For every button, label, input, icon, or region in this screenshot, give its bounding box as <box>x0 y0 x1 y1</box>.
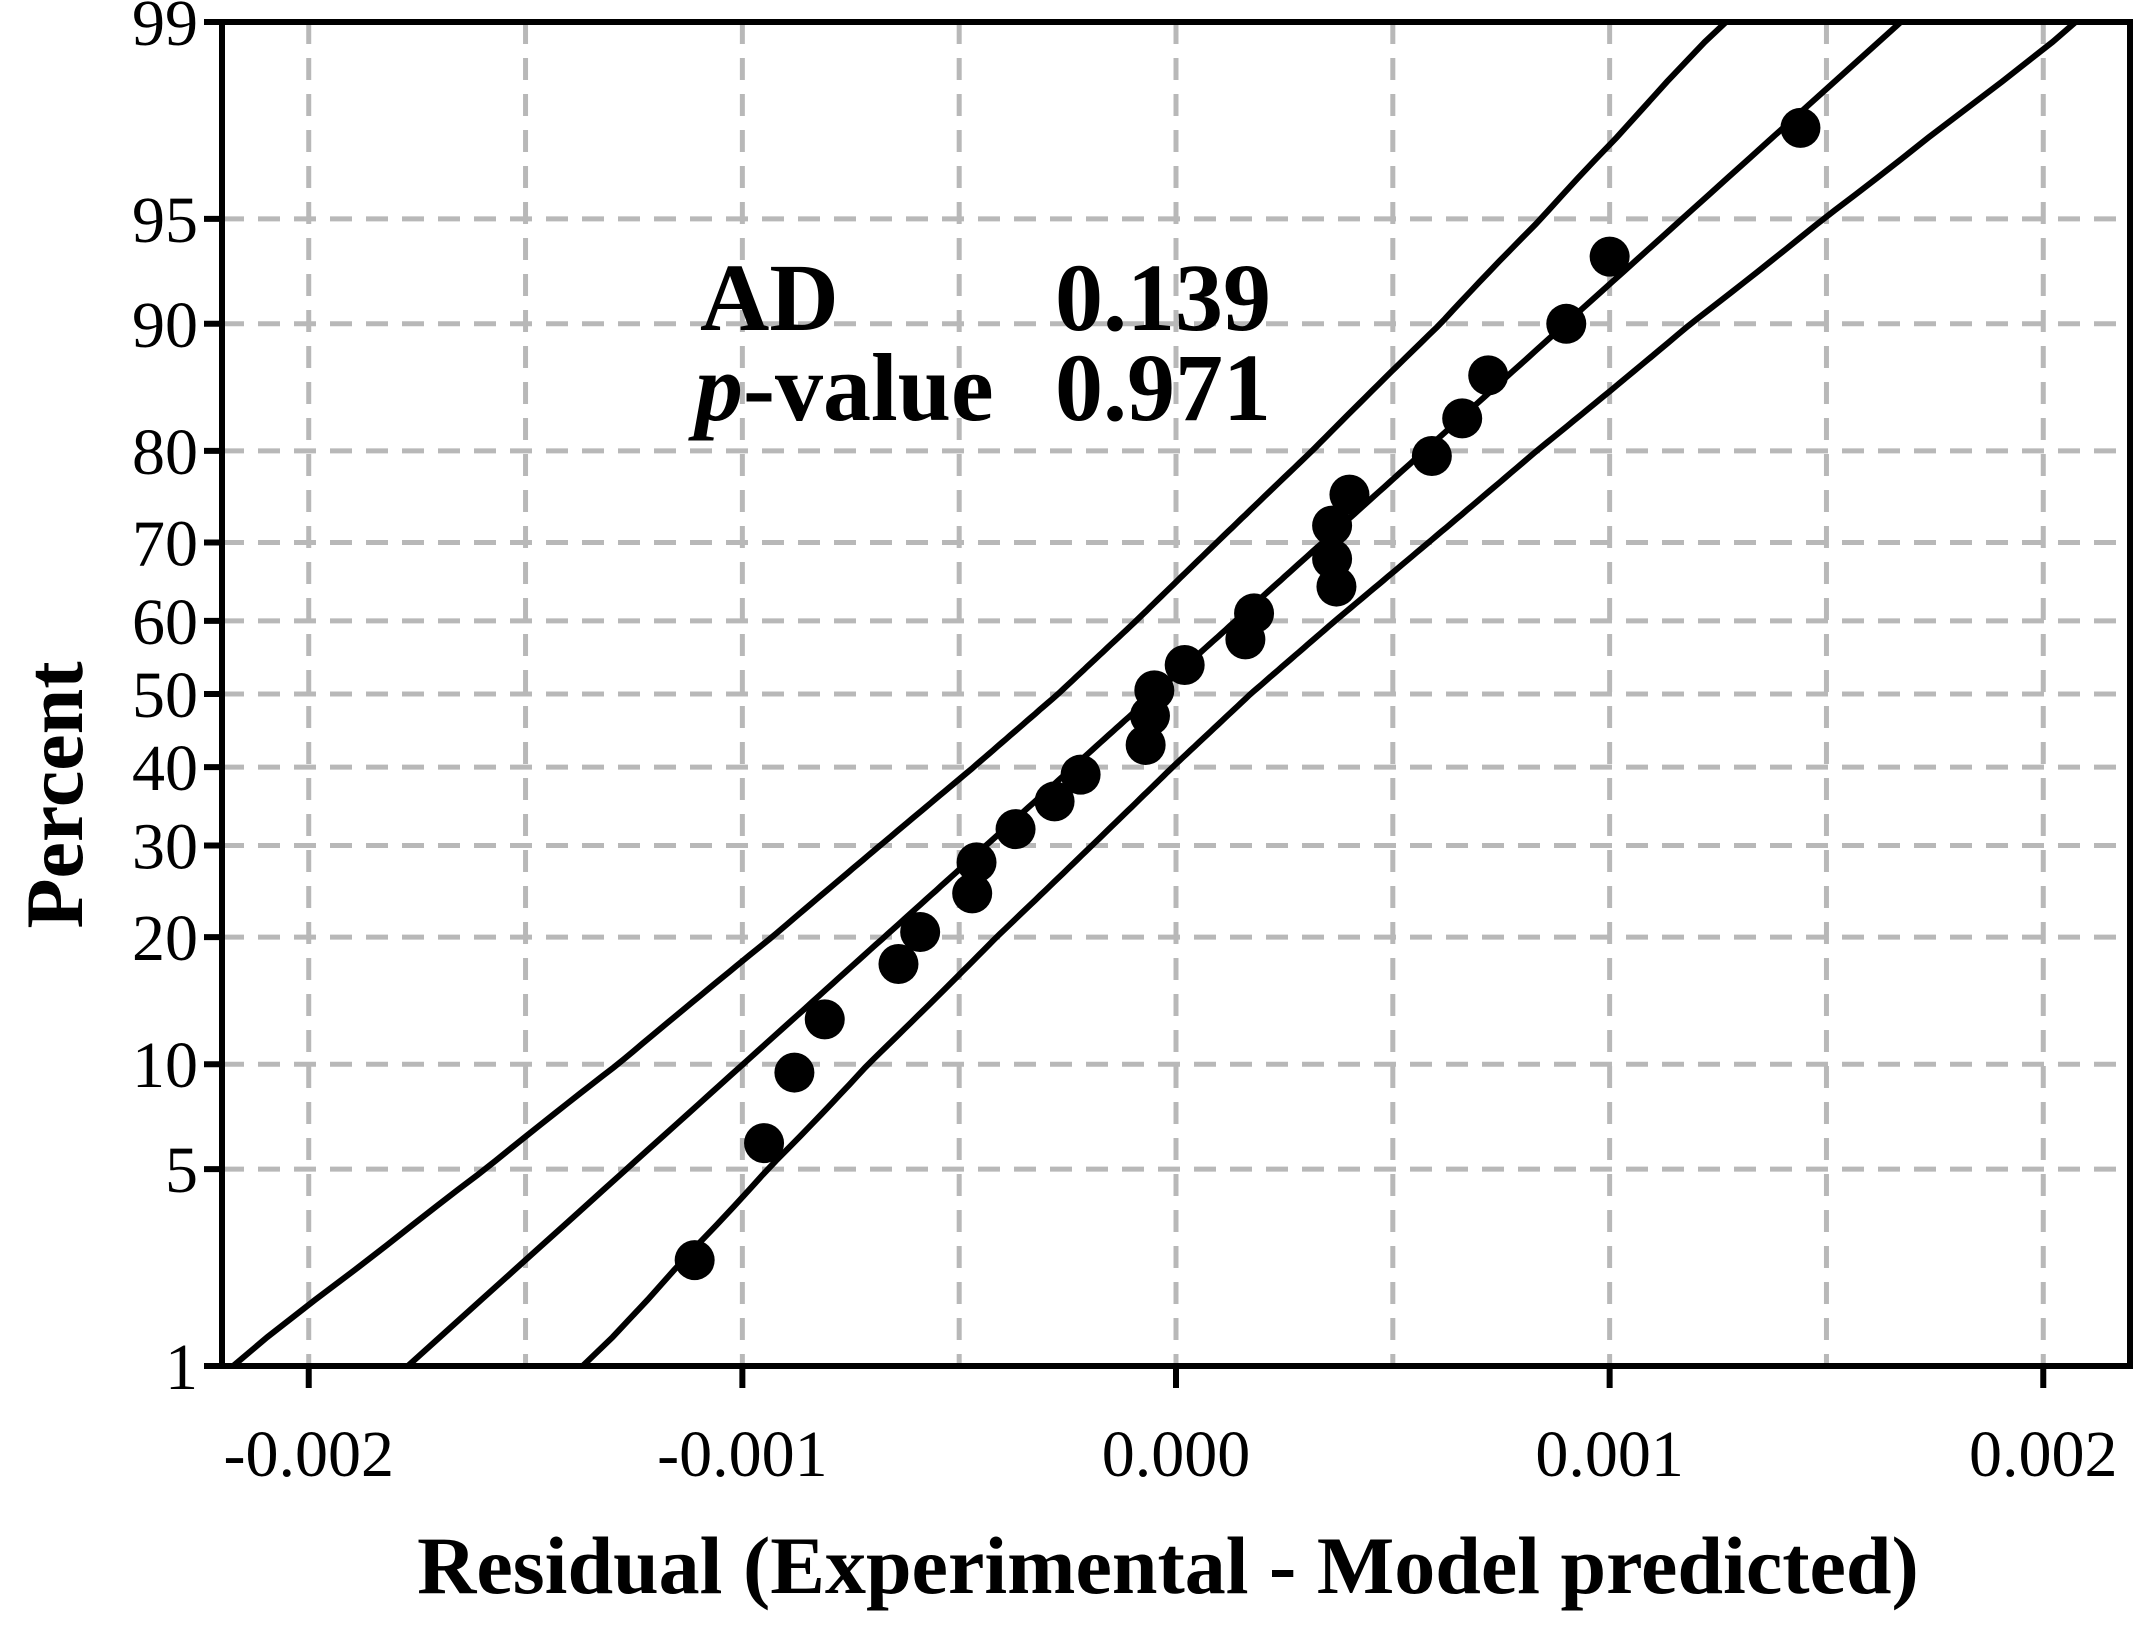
y-tick-label: 70 <box>132 508 198 581</box>
y-tick-label: 20 <box>132 902 198 975</box>
y-tick-label: 95 <box>132 184 198 257</box>
data-point <box>674 1240 715 1281</box>
data-point <box>900 911 941 952</box>
y-tick-label: 40 <box>132 732 198 805</box>
x-tick-label: 0.001 <box>1535 1418 1684 1491</box>
y-tick-label: 30 <box>132 810 198 883</box>
p-value-value: 0.971 <box>1055 334 1271 441</box>
data-point <box>952 873 993 914</box>
confidence-band-right <box>578 22 2081 1366</box>
data-point <box>1312 538 1353 579</box>
data-point <box>956 842 997 883</box>
data-point <box>744 1123 785 1164</box>
data-point <box>1442 398 1483 439</box>
grid-lines <box>222 22 2130 1366</box>
x-tick-label: 0.000 <box>1102 1418 1251 1491</box>
data-point <box>1164 644 1205 685</box>
p-value-label: p-value <box>688 334 994 441</box>
data-point <box>774 1052 815 1093</box>
data-points <box>674 107 1821 1281</box>
data-point <box>995 809 1036 850</box>
data-point <box>1589 236 1630 277</box>
confidence-bands <box>228 22 2081 1366</box>
axis-ticks: -0.002 -0.001 0.000 0.001 0.002 1 5 10 20 3040506… <box>132 0 2118 1491</box>
confidence-band-left <box>228 22 1731 1366</box>
y-tick-label: 5 <box>165 1134 198 1207</box>
data-point <box>1780 107 1821 148</box>
data-point <box>1468 355 1509 396</box>
x-tick-label: -0.001 <box>657 1418 827 1491</box>
data-point <box>804 999 845 1040</box>
data-point <box>1312 505 1353 546</box>
data-point <box>1411 436 1452 477</box>
data-point <box>1125 724 1166 765</box>
p-value-label-suffix: -value <box>743 334 994 441</box>
y-tick-label: 90 <box>132 289 198 362</box>
ad-value: 0.139 <box>1055 244 1271 351</box>
y-tick-label: 99 <box>132 0 198 60</box>
x-tick-label: 0.002 <box>1969 1418 2118 1491</box>
data-point <box>878 943 919 984</box>
y-tick-label: 80 <box>132 416 198 489</box>
data-point <box>1060 754 1101 795</box>
x-axis-title: Residual (Experimental - Model predicted… <box>417 1520 1919 1611</box>
y-tick-label: 1 <box>165 1331 198 1404</box>
data-point <box>1034 781 1075 822</box>
y-tick-label: 50 <box>132 659 198 732</box>
y-tick-label: 10 <box>132 1029 198 1102</box>
y-tick-label: 60 <box>132 586 198 659</box>
x-tick-label: -0.002 <box>223 1418 393 1491</box>
data-point <box>1234 593 1275 634</box>
statistics-annotation: AD 0.139 p-value 0.971 <box>688 244 1271 441</box>
data-point <box>1546 303 1587 344</box>
p-value-label-prefix: p <box>688 334 743 441</box>
data-point <box>1134 670 1175 711</box>
y-axis-title: Percent <box>9 661 100 928</box>
ad-label: AD <box>700 244 839 351</box>
data-point <box>1329 474 1370 515</box>
